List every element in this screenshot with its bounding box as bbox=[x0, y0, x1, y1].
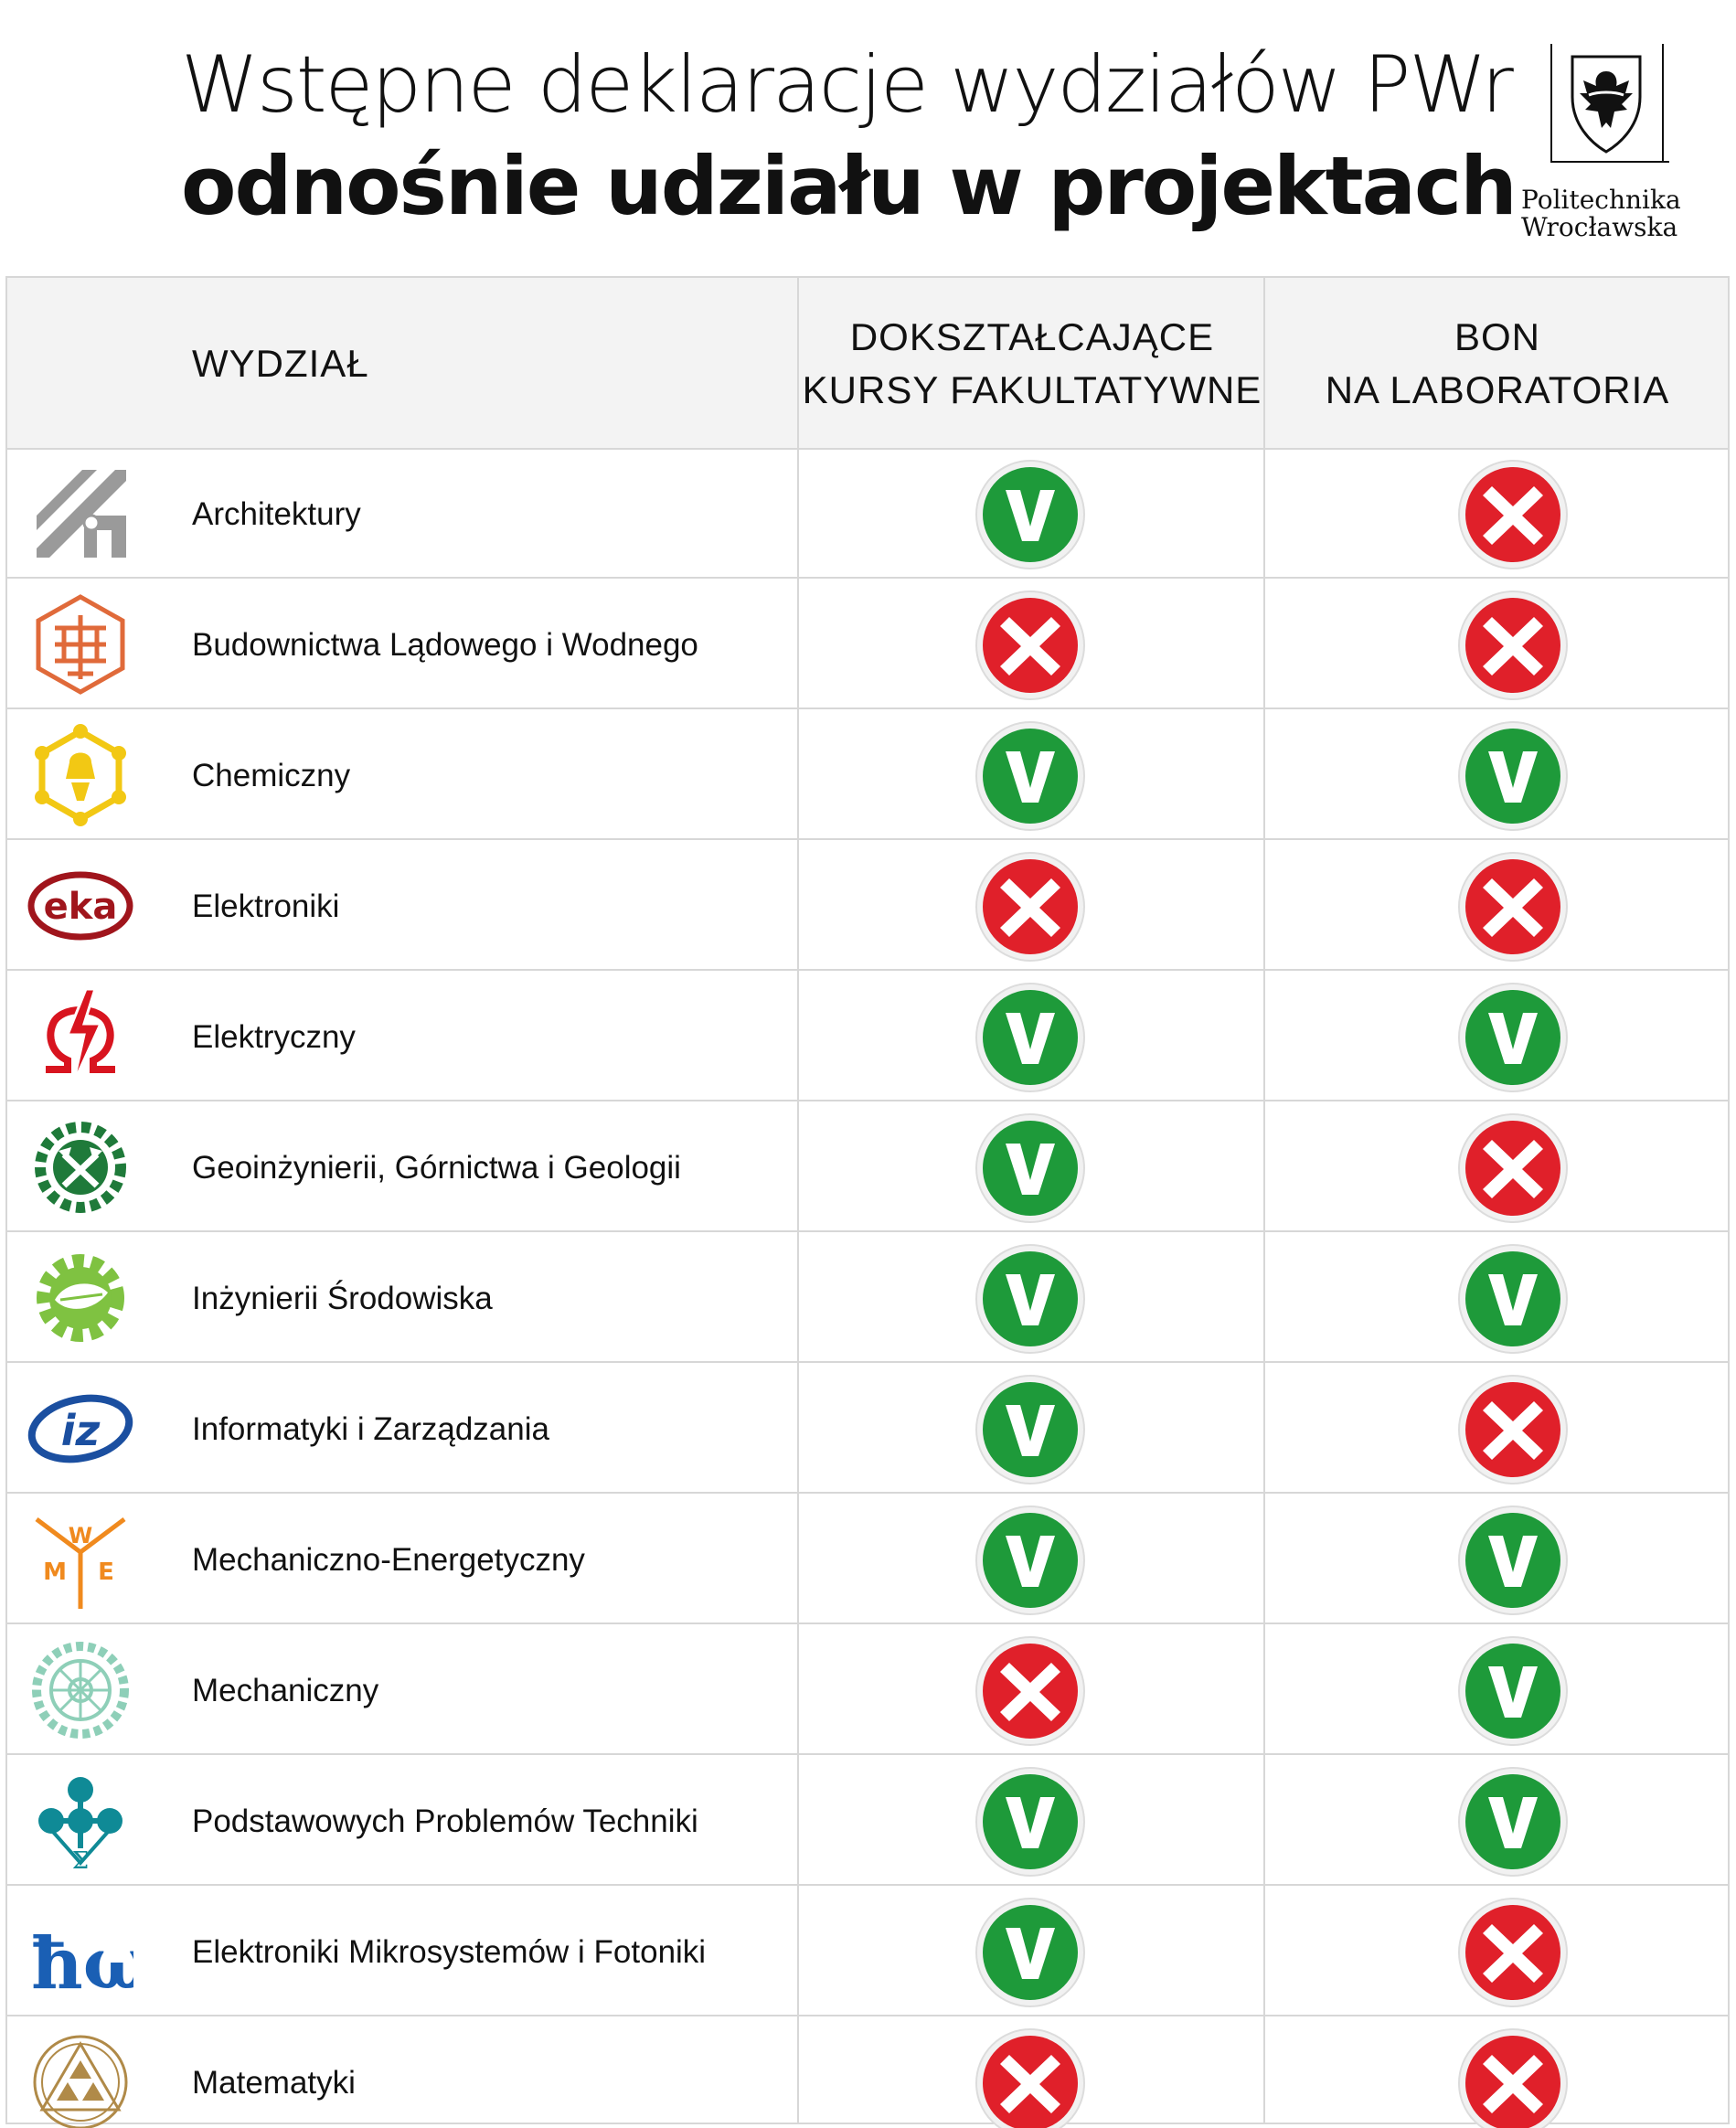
table-row: Inżynierii Środowiska bbox=[7, 1234, 1728, 1363]
cross-icon bbox=[1457, 590, 1569, 701]
table-row: iz Informatyki i Zarządzania bbox=[7, 1365, 1728, 1494]
check-icon bbox=[975, 720, 1086, 832]
table-row: Σ Podstawowych Problemów Techniki bbox=[7, 1757, 1728, 1886]
check-icon bbox=[1457, 1635, 1569, 1747]
table-row: Chemiczny bbox=[7, 711, 1728, 840]
column-header-voucher-line-1: BON bbox=[1454, 315, 1540, 358]
faculty-name: Elektryczny bbox=[192, 1018, 356, 1055]
fundamental-problems-logo-icon: Σ bbox=[27, 1768, 133, 1875]
electronics-logo-icon: eka bbox=[27, 853, 133, 959]
cross-icon bbox=[975, 1635, 1086, 1747]
column-header-courses-line-1: DOKSZTAŁCAJĄCE bbox=[849, 315, 1215, 358]
civil-engineering-logo-icon bbox=[27, 591, 133, 697]
check-icon bbox=[1457, 720, 1569, 832]
column-divider bbox=[797, 278, 799, 2123]
cross-icon bbox=[1457, 1112, 1569, 1224]
cross-icon bbox=[1457, 1897, 1569, 2008]
table-row: Mechaniczny bbox=[7, 1626, 1728, 1755]
table-header: WYDZIAŁ DOKSZTAŁCAJĄCE KURSY FAKULTATYWN… bbox=[7, 278, 1728, 450]
eagle-crest-icon bbox=[1550, 44, 1669, 163]
cross-icon bbox=[1457, 1374, 1569, 1485]
svg-text:ħω: ħω bbox=[31, 1922, 133, 2005]
column-header-voucher-line-2: NA LABORATORIA bbox=[1325, 368, 1670, 411]
column-header-faculty-label: WYDZIAŁ bbox=[192, 342, 369, 385]
brand-name-line-2: Wrocławska bbox=[1521, 212, 1678, 242]
brand-name: Politechnika Wrocławska bbox=[1521, 186, 1686, 241]
svg-text:iz: iz bbox=[61, 1406, 101, 1455]
table-row: Budownictwa Lądowego i Wodnego bbox=[7, 580, 1728, 709]
column-header-courses: DOKSZTAŁCAJĄCE KURSY FAKULTATYWNE bbox=[799, 278, 1265, 450]
brand-name-line-1: Politechnika bbox=[1521, 185, 1681, 215]
check-icon bbox=[975, 459, 1086, 570]
column-header-faculty: WYDZIAŁ bbox=[192, 278, 740, 450]
check-icon bbox=[975, 982, 1086, 1093]
faculty-name: Geoinżynierii, Górnictwa i Geologii bbox=[192, 1149, 681, 1186]
faculty-name: Mechaniczno-Energetyczny bbox=[192, 1541, 585, 1578]
check-icon bbox=[975, 1766, 1086, 1878]
mining-logo-icon bbox=[27, 1114, 133, 1220]
check-icon bbox=[1457, 1505, 1569, 1616]
check-icon bbox=[1457, 1766, 1569, 1878]
informatics-logo-icon: iz bbox=[27, 1376, 133, 1482]
check-icon bbox=[1457, 982, 1569, 1093]
cross-icon bbox=[1457, 2027, 1569, 2128]
check-icon bbox=[975, 1505, 1086, 1616]
mechanical-logo-icon bbox=[27, 1637, 133, 1743]
faculty-name: Mechaniczny bbox=[192, 1672, 379, 1708]
faculty-name: Matematyki bbox=[192, 2064, 356, 2101]
title-line-2: odnośnie udziału w projektach bbox=[181, 139, 1518, 233]
cross-icon bbox=[1457, 459, 1569, 570]
chemistry-logo-icon bbox=[27, 722, 133, 828]
svg-text:E: E bbox=[98, 1559, 114, 1586]
architecture-logo-icon bbox=[27, 461, 133, 567]
faculty-name: Inżynierii Środowiska bbox=[192, 1280, 493, 1316]
faculty-name: Budownictwa Lądowego i Wodnego bbox=[192, 626, 698, 663]
cross-icon bbox=[975, 2027, 1086, 2128]
faculty-name: Informatyki i Zarządzania bbox=[192, 1410, 549, 1447]
table-row: Matematyki bbox=[7, 2018, 1728, 2128]
title-line-1: Wstępne deklaracje wydziałów PWr bbox=[181, 39, 1514, 131]
cross-icon bbox=[975, 851, 1086, 963]
university-brand: Politechnika Wrocławska bbox=[1518, 40, 1682, 250]
table-row: Elektryczny bbox=[7, 973, 1728, 1101]
svg-text:M: M bbox=[43, 1559, 67, 1586]
check-icon bbox=[975, 1897, 1086, 2008]
table-row: ħω Elektroniki Mikrosystemów i Fotoniki bbox=[7, 1888, 1728, 2016]
electrical-logo-icon bbox=[27, 984, 133, 1090]
column-header-courses-line-2: KURSY FAKULTATYWNE bbox=[802, 368, 1262, 411]
page-title: Wstępne deklaracje wydziałów PWr odnośni… bbox=[181, 35, 1518, 238]
check-icon bbox=[975, 1243, 1086, 1355]
svg-text:W: W bbox=[69, 1523, 92, 1548]
table-row: Architektury bbox=[7, 450, 1728, 579]
cross-icon bbox=[975, 590, 1086, 701]
column-divider bbox=[1263, 278, 1265, 2123]
table-row: eka Elektroniki bbox=[7, 842, 1728, 971]
svg-text:eka: eka bbox=[44, 886, 118, 928]
table-row: W M E Mechaniczno-Energetyczny bbox=[7, 1495, 1728, 1624]
check-icon bbox=[1457, 1243, 1569, 1355]
mathematics-logo-icon bbox=[27, 2029, 133, 2128]
table-row: Geoinżynierii, Górnictwa i Geologii bbox=[7, 1103, 1728, 1232]
faculty-name: Architektury bbox=[192, 495, 361, 532]
cross-icon bbox=[1457, 851, 1569, 963]
environmental-logo-icon bbox=[27, 1245, 133, 1351]
microsystems-logo-icon: ħω bbox=[27, 1899, 151, 2006]
faculty-name: Elektroniki Mikrosystemów i Fotoniki bbox=[192, 1933, 707, 1970]
column-header-voucher: BON NA LABORATORIA bbox=[1265, 278, 1730, 450]
declarations-table: WYDZIAŁ DOKSZTAŁCAJĄCE KURSY FAKULTATYWN… bbox=[5, 276, 1730, 2128]
svg-text:Σ: Σ bbox=[72, 1847, 89, 1874]
faculty-name: Chemiczny bbox=[192, 757, 351, 793]
faculty-name: Elektroniki bbox=[192, 888, 340, 924]
faculty-name: Podstawowych Problemów Techniki bbox=[192, 1803, 698, 1839]
check-icon bbox=[975, 1374, 1086, 1485]
check-icon bbox=[975, 1112, 1086, 1224]
